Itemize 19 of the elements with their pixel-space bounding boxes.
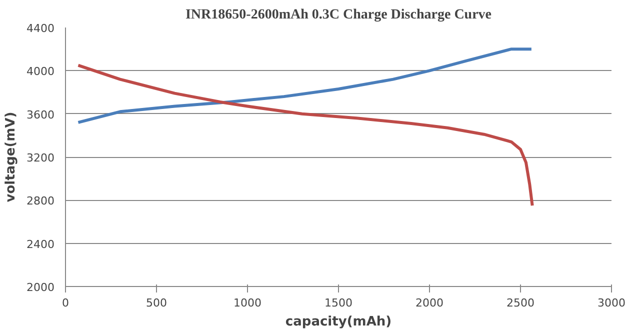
x-axis-title: capacity(mAh) — [285, 314, 392, 330]
y-tick-label: 2800 — [26, 194, 55, 208]
y-axis-title: voltage(mV) — [4, 112, 19, 202]
y-tick-label: 2000 — [26, 281, 55, 294]
x-tick-label: 3000 — [598, 296, 626, 310]
chart-title: INR18650-2600mAh 0.3C Charge Discharge Curve — [185, 8, 492, 22]
x-tick-label: 2500 — [506, 296, 535, 310]
x-tick-label: 2000 — [416, 296, 444, 310]
y-tick-label: 2400 — [26, 238, 55, 251]
x-tick-label: 0 — [62, 296, 69, 310]
x-tick-label: 500 — [146, 296, 167, 310]
x-tick-label: 1500 — [324, 296, 353, 310]
x-tick-label: 1000 — [234, 296, 262, 310]
y-tick-label: 4400 — [26, 22, 55, 35]
y-tick-label: 3600 — [26, 108, 55, 122]
line-series — [76, 48, 533, 124]
y-tick-label: 3200 — [26, 152, 55, 164]
line-series — [76, 64, 534, 208]
y-tick-label: 4000 — [26, 65, 55, 78]
